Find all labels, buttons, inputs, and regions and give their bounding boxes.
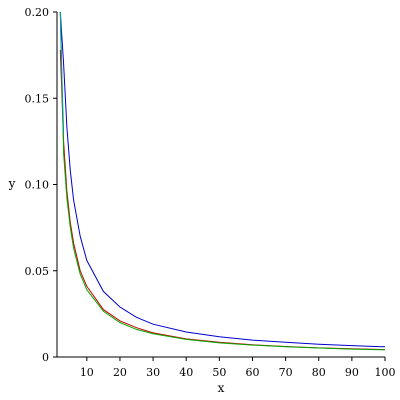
y-axis-label: y xyxy=(8,177,16,191)
y-tick-label: 0.10 xyxy=(25,179,50,192)
x-ticks: 10 20 30 40 50 60 70 80 90 100 xyxy=(80,357,396,379)
series-line-1 xyxy=(59,11,386,348)
series-group xyxy=(59,11,386,351)
x-tick-label: 60 xyxy=(245,366,259,379)
y-tick-label: 0 xyxy=(42,351,49,364)
series-line-4 xyxy=(59,11,65,133)
y-ticks: 0 0.05 0.10 0.15 0.20 xyxy=(25,6,57,364)
x-tick-label: 100 xyxy=(375,366,396,379)
axes xyxy=(56,12,385,358)
x-tick-label: 10 xyxy=(80,366,94,379)
x-tick-label: 90 xyxy=(345,366,359,379)
x-tick-label: 80 xyxy=(312,366,326,379)
x-tick-label: 50 xyxy=(212,366,226,379)
x-tick-label: 40 xyxy=(179,366,193,379)
x-axis-label: x xyxy=(218,381,225,395)
x-tick-label: 20 xyxy=(113,366,127,379)
y-tick-label: 0.15 xyxy=(25,92,50,105)
y-tick-label: 0.05 xyxy=(25,265,50,278)
x-tick-label: 70 xyxy=(279,366,293,379)
series-line-2 xyxy=(59,49,386,351)
series-line-3 xyxy=(59,11,386,351)
x-tick-label: 30 xyxy=(146,366,160,379)
y-tick-label: 0.20 xyxy=(25,6,50,19)
